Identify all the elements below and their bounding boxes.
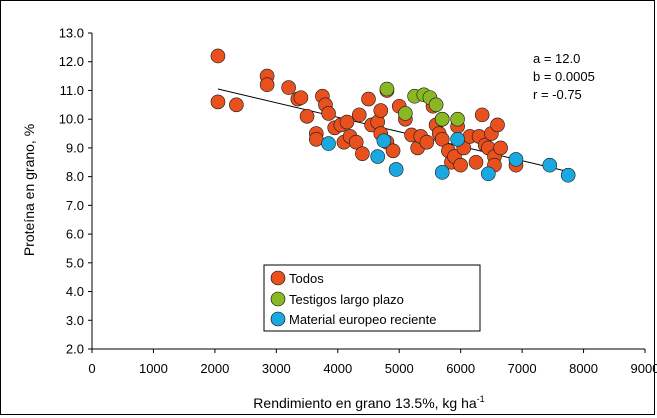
y-tick-label: 13.0 xyxy=(59,26,84,41)
x-tick-label: 1000 xyxy=(139,361,168,376)
data-point xyxy=(450,131,465,147)
data-point xyxy=(210,48,226,64)
legend-label-europeo: Material europeo reciente xyxy=(289,312,436,327)
data-point xyxy=(348,134,364,150)
axes xyxy=(88,32,646,353)
data-point xyxy=(428,97,444,113)
data-point xyxy=(474,107,490,123)
y-tick-label: 3.0 xyxy=(66,313,84,328)
data-point xyxy=(453,157,468,173)
data-point xyxy=(398,106,413,121)
regression-annotation: a = 12.0 b = 0.0005 r = -0.75 xyxy=(533,51,595,102)
series-1 xyxy=(379,81,465,127)
y-tick-label: 2.0 xyxy=(66,342,84,357)
x-tick-label: 8000 xyxy=(569,361,598,376)
trendline xyxy=(217,88,566,172)
data-point xyxy=(493,140,508,156)
y-tick-label: 8.0 xyxy=(66,169,84,184)
legend-marker-testigos xyxy=(270,291,286,307)
data-point xyxy=(229,97,244,113)
data-point xyxy=(434,111,450,127)
x-tick-label: 0 xyxy=(88,361,95,376)
data-point xyxy=(281,80,296,95)
x-tick-label: 9000 xyxy=(631,361,657,376)
y-tick-label: 11.0 xyxy=(60,83,84,98)
legend-label-todos: Todos xyxy=(289,271,324,286)
x-tick-labels: 0 1000 2000 3000 4000 5000 6000 7000 8000 9000 xyxy=(88,361,657,376)
data-point xyxy=(339,114,355,130)
data-point xyxy=(379,81,395,97)
data-point xyxy=(308,131,324,147)
y-tick-label: 5.0 xyxy=(66,255,84,270)
legend-item-testigos: Testigos largo plazo xyxy=(270,291,404,307)
annotation-a: a = 12.0 xyxy=(533,51,580,66)
data-point xyxy=(373,103,389,118)
x-tick-label: 4000 xyxy=(323,361,352,376)
data-points xyxy=(210,48,576,183)
annotation-b: b = 0.0005 xyxy=(533,69,595,84)
x-axis-title: Rendimiento en grano 13.5%, kg ha-1 xyxy=(253,394,484,411)
data-point xyxy=(210,94,226,110)
data-point xyxy=(434,131,450,147)
x-tick-label: 3000 xyxy=(262,361,291,376)
y-tick-label: 12.0 xyxy=(59,54,84,69)
data-point xyxy=(490,117,505,133)
trendline-line xyxy=(217,88,566,172)
y-tick-label: 7.0 xyxy=(66,198,84,213)
x-axis-title-superscript: -1 xyxy=(477,394,485,404)
legend-marker-europeo xyxy=(270,311,286,327)
data-point xyxy=(355,146,370,161)
legend-marker-todos xyxy=(270,270,286,286)
data-point xyxy=(385,143,401,159)
data-point xyxy=(542,157,558,173)
legend-item-europeo: Material europeo reciente xyxy=(270,311,436,327)
x-tick-label: 5000 xyxy=(385,361,414,376)
legend-box xyxy=(263,264,481,332)
series-0 xyxy=(210,48,524,173)
data-point xyxy=(299,109,315,124)
data-point xyxy=(388,162,404,177)
legend: Todos Testigos largo plazo Material euro… xyxy=(263,264,481,332)
y-tick-label: 10.0 xyxy=(59,112,84,127)
data-point xyxy=(361,91,376,107)
y-tick-labels: 2.0 3.0 4.0 5.0 6.0 7.0 8.0 9.0 10.0 11.0 12.0 13.0 xyxy=(59,26,84,357)
data-point xyxy=(434,165,450,180)
y-tick-label: 6.0 xyxy=(66,227,84,242)
data-point xyxy=(560,167,576,183)
x-tick-label: 6000 xyxy=(446,361,475,376)
x-tick-label: 7000 xyxy=(508,361,537,376)
data-point xyxy=(351,107,367,123)
data-point xyxy=(481,166,496,182)
data-point xyxy=(293,90,309,105)
x-axis-title-main: Rendimiento en grano 13.5%, kg ha xyxy=(253,395,477,411)
data-point xyxy=(419,134,435,150)
data-point xyxy=(321,136,336,151)
data-point xyxy=(370,149,386,164)
data-point xyxy=(376,133,392,149)
x-tick-label: 2000 xyxy=(200,361,229,376)
y-tick-label: 4.0 xyxy=(66,284,84,299)
data-point xyxy=(450,111,465,127)
data-point xyxy=(468,154,484,170)
data-point xyxy=(259,77,275,93)
data-point xyxy=(508,152,524,167)
legend-item-todos: Todos xyxy=(270,270,324,286)
legend-label-testigos: Testigos largo plazo xyxy=(289,292,404,307)
y-axis-title: Proteína en grano, % xyxy=(21,124,37,256)
y-tick-label: 9.0 xyxy=(66,140,84,155)
data-point xyxy=(321,106,336,121)
series-2 xyxy=(321,131,576,183)
annotation-r: r = -0.75 xyxy=(533,87,582,102)
